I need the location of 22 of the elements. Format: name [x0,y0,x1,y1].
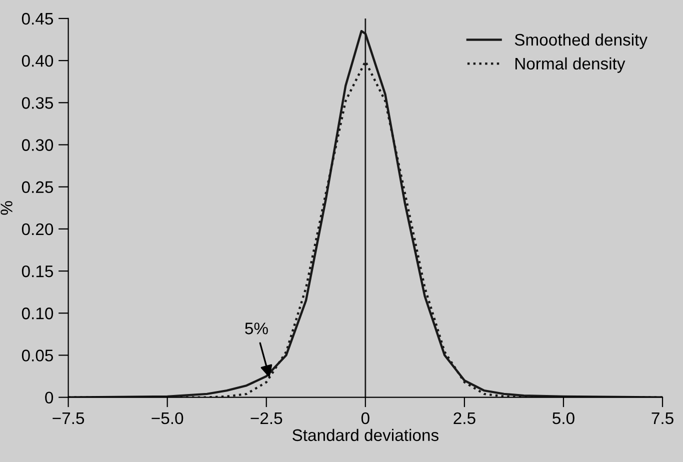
y-tick-label: 0 [45,392,54,404]
y-tick-label: 0.20 [22,223,54,236]
y-tick-label: 0.25 [22,181,54,194]
x-tick-label: 5.0 [552,412,574,424]
x-tick-label: −5.0 [152,412,184,424]
legend-label: Smoothed density [514,33,648,50]
annotation: 5% [245,322,268,334]
y-tick-label: 0.45 [22,12,54,25]
x-tick-label: −7.5 [52,412,84,424]
y-tick-label: 0.15 [22,265,54,278]
x-tick-label: 0 [361,412,370,424]
y-tick-label: 0.35 [22,97,54,109]
x-axis-title: Standard deviations [292,428,438,442]
x-tick-label: −2.5 [250,412,282,424]
x-tick-label: 2.5 [454,412,476,424]
y-tick-label: 0.05 [22,350,54,362]
y-tick-label: 0.40 [22,54,54,67]
y-axis-title: % [0,201,12,215]
y-tick-label: 0.10 [22,308,54,320]
legend-label: Normal density [515,57,626,73]
y-tick-label: 0.30 [22,139,54,151]
x-tick-label: 7.5 [652,412,674,424]
